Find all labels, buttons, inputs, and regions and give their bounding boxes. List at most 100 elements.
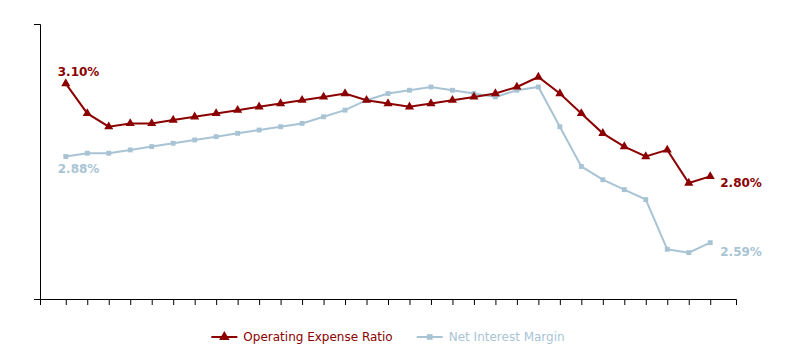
x-tick-mark [281, 299, 282, 305]
point [450, 88, 455, 93]
point [61, 78, 70, 86]
x-tick-mark [560, 299, 561, 305]
x-tick-mark [259, 299, 260, 305]
series-line [66, 77, 710, 183]
legend-label: Operating Expense Ratio [243, 330, 392, 344]
point [190, 112, 199, 120]
point [255, 102, 264, 110]
y-axis [34, 25, 41, 300]
point [383, 98, 392, 106]
point [706, 171, 715, 179]
x-tick-mark [710, 299, 711, 305]
point [298, 95, 307, 103]
point [169, 115, 178, 123]
point [686, 250, 691, 255]
x-tick [388, 299, 389, 305]
x-tick-mark [517, 299, 518, 305]
point [235, 131, 240, 136]
x-axis-line [41, 300, 737, 306]
x-tick [302, 299, 303, 305]
point [600, 177, 605, 182]
x-tick [87, 299, 88, 305]
x-tick [216, 299, 217, 305]
x-tick [560, 299, 561, 305]
x-tick [66, 299, 67, 305]
x-tick-mark [195, 299, 196, 305]
point [278, 124, 283, 129]
point [641, 151, 650, 159]
point [620, 141, 629, 149]
x-tick [710, 299, 711, 305]
x-tick-mark [87, 299, 88, 305]
x-tick-mark [581, 299, 582, 305]
point [171, 141, 176, 146]
legend-symbol [219, 331, 230, 340]
x-tick-mark [474, 299, 475, 305]
x-tick [281, 299, 282, 305]
x-tick [689, 299, 690, 305]
point [106, 151, 111, 156]
point [708, 240, 713, 245]
point [276, 98, 285, 106]
x-tick [259, 299, 260, 305]
x-tick-mark [452, 299, 453, 305]
x-tick-mark [431, 299, 432, 305]
x-tick-mark [324, 299, 325, 305]
point [126, 118, 135, 126]
x-tick [646, 299, 647, 305]
point [512, 82, 521, 90]
point [407, 88, 412, 93]
annotation: 2.88% [58, 162, 100, 176]
point [149, 144, 154, 149]
point [491, 88, 500, 96]
legend-label: Net Interest Margin [449, 330, 565, 344]
x-tick [538, 299, 539, 305]
chart: 3.10%2.88%2.80%2.59%Operating Expense Ra… [0, 0, 800, 355]
annotation: 3.10% [58, 65, 100, 79]
point [362, 95, 371, 103]
point [343, 108, 348, 113]
point [340, 88, 349, 96]
point [405, 102, 414, 110]
y-axis-line [34, 25, 41, 300]
x-tick [409, 299, 410, 305]
point [555, 88, 564, 96]
point [147, 118, 156, 126]
point [429, 85, 434, 90]
x-tick-mark [409, 299, 410, 305]
x-axis [41, 299, 737, 305]
x-tick-mark [646, 299, 647, 305]
x-tick [367, 299, 368, 305]
x-tick [667, 299, 668, 305]
x-tick [345, 299, 346, 305]
series-line [66, 87, 710, 253]
x-tick [452, 299, 453, 305]
point [63, 154, 68, 159]
point [319, 92, 328, 100]
point [579, 164, 584, 169]
point [128, 147, 133, 152]
point [448, 95, 457, 103]
plot: 3.10%2.88%2.80%2.59% [34, 25, 762, 306]
annotations: 3.10%2.88%2.80%2.59% [58, 65, 762, 259]
point [321, 114, 326, 119]
x-tick [603, 299, 604, 305]
x-tick-mark [152, 299, 153, 305]
point [300, 121, 305, 126]
x-tick [324, 299, 325, 305]
x-tick-mark [603, 299, 604, 305]
x-tick-mark [238, 299, 239, 305]
legend-item: Net Interest Margin [417, 330, 565, 344]
x-tick-mark [388, 299, 389, 305]
x-tick [130, 299, 131, 305]
point [214, 134, 219, 139]
point [192, 138, 197, 143]
annotation: 2.80% [720, 176, 762, 190]
point [426, 98, 435, 106]
x-tick-mark [216, 299, 217, 305]
point [469, 92, 478, 100]
x-tick-mark [66, 299, 67, 305]
x-tick [173, 299, 174, 305]
x-tick-mark [495, 299, 496, 305]
x-tick-mark [367, 299, 368, 305]
